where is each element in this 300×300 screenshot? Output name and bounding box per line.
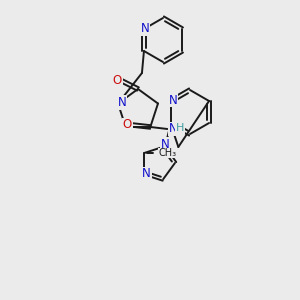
Text: H: H: [176, 123, 184, 133]
Text: O: O: [123, 118, 132, 131]
Text: N: N: [141, 22, 149, 35]
Text: N: N: [142, 167, 151, 181]
Text: N: N: [161, 138, 170, 151]
Text: N: N: [118, 96, 126, 109]
Text: N: N: [169, 122, 178, 136]
Text: O: O: [112, 74, 122, 86]
Text: N: N: [169, 94, 177, 106]
Text: CH₃: CH₃: [158, 148, 176, 158]
